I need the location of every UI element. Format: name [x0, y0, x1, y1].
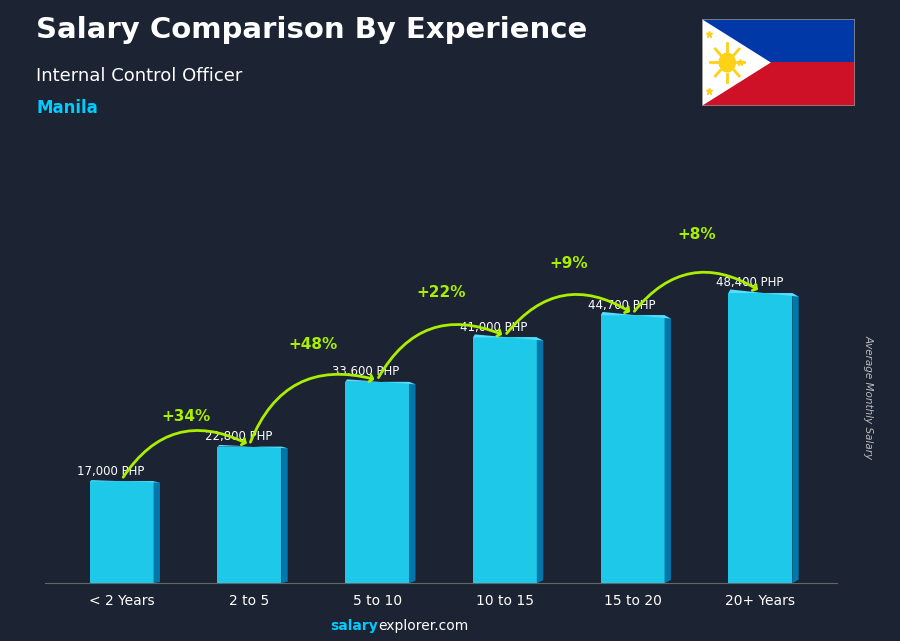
Text: 17,000 PHP: 17,000 PHP	[76, 465, 144, 478]
Text: Manila: Manila	[36, 99, 98, 117]
Polygon shape	[90, 480, 160, 483]
Text: 41,000 PHP: 41,000 PHP	[460, 321, 527, 334]
Text: 48,400 PHP: 48,400 PHP	[716, 276, 783, 290]
Text: +48%: +48%	[289, 337, 338, 352]
Text: +34%: +34%	[161, 409, 210, 424]
Polygon shape	[410, 382, 416, 583]
Bar	[218, 447, 282, 583]
Polygon shape	[728, 290, 798, 297]
Bar	[346, 382, 410, 583]
Text: +8%: +8%	[677, 226, 716, 242]
Bar	[90, 481, 154, 583]
Bar	[600, 315, 664, 583]
Polygon shape	[792, 293, 798, 583]
Text: +22%: +22%	[417, 285, 466, 300]
Polygon shape	[282, 447, 288, 583]
Text: +9%: +9%	[549, 256, 588, 271]
Polygon shape	[664, 315, 670, 583]
Bar	[728, 293, 792, 583]
Bar	[472, 337, 536, 583]
Text: 44,700 PHP: 44,700 PHP	[588, 299, 655, 312]
Text: Average Monthly Salary: Average Monthly Salary	[863, 335, 874, 460]
Text: Internal Control Officer: Internal Control Officer	[36, 67, 242, 85]
Text: Salary Comparison By Experience: Salary Comparison By Experience	[36, 16, 587, 44]
Polygon shape	[154, 481, 160, 583]
Bar	[702, 19, 855, 62]
Polygon shape	[346, 379, 416, 385]
Circle shape	[718, 53, 736, 72]
Text: explorer.com: explorer.com	[378, 619, 468, 633]
Text: 33,600 PHP: 33,600 PHP	[332, 365, 400, 378]
Polygon shape	[218, 445, 288, 448]
Polygon shape	[702, 19, 770, 106]
Text: 22,800 PHP: 22,800 PHP	[204, 430, 272, 443]
Polygon shape	[600, 312, 670, 319]
Polygon shape	[472, 335, 544, 340]
Bar	[702, 62, 855, 106]
Text: salary: salary	[330, 619, 378, 633]
Polygon shape	[536, 337, 544, 583]
